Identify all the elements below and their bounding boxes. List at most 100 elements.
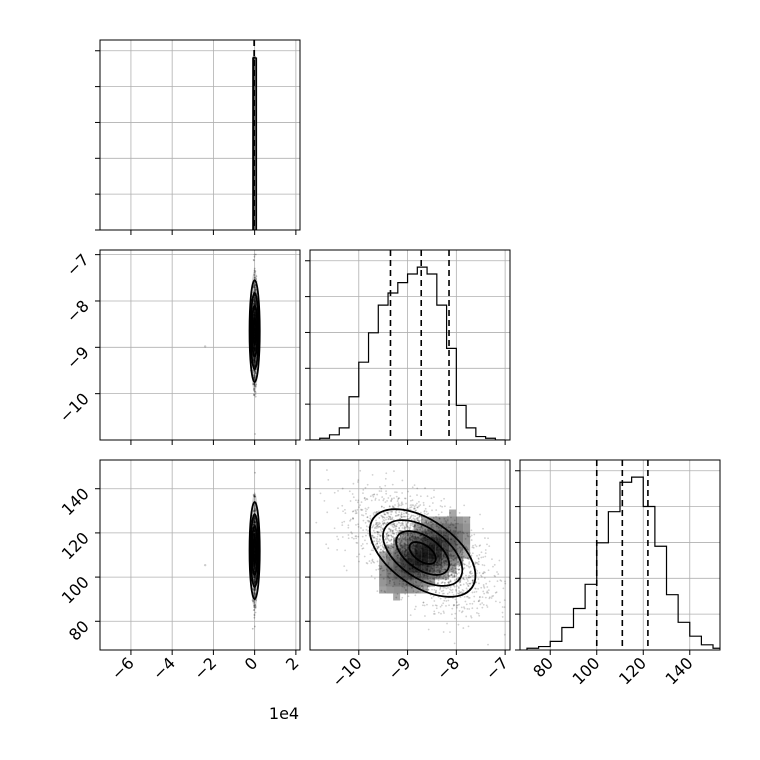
sample-point (470, 529, 473, 532)
sample-point (422, 501, 425, 504)
density-cell (435, 565, 443, 573)
sample-point (413, 507, 416, 510)
sample-point (382, 516, 385, 519)
density-cell (463, 537, 471, 545)
sample-point (391, 532, 394, 535)
sample-point (253, 300, 255, 303)
sample-point (253, 300, 256, 302)
sample-point (396, 541, 399, 544)
sample-point (253, 374, 255, 377)
sample-point (464, 556, 467, 559)
sample-point (385, 583, 388, 586)
sample-point (442, 602, 445, 605)
sample-point (341, 504, 344, 507)
sample-point (444, 578, 447, 581)
sample-point (370, 549, 373, 552)
sample-point (484, 537, 486, 539)
density-cell (414, 586, 422, 594)
sample-point (435, 604, 438, 607)
sample-point (448, 580, 451, 583)
sample-point (518, 586, 520, 588)
sample-point (433, 496, 435, 499)
sample-point (253, 348, 256, 351)
density-cell (421, 586, 429, 594)
sample-point (389, 549, 391, 552)
sample-point (392, 546, 395, 549)
sample-point (409, 534, 412, 537)
sample-point (416, 529, 419, 531)
sample-point (398, 527, 400, 530)
sample-point (254, 302, 257, 305)
sample-point (404, 588, 407, 591)
sample-point (350, 531, 353, 534)
sample-point (407, 490, 410, 493)
sample-point (253, 350, 256, 352)
sample-point (460, 606, 463, 609)
sample-point (454, 572, 457, 575)
sample-point (254, 301, 257, 304)
contour-line (395, 530, 450, 576)
sample-point (253, 299, 256, 302)
sample-point (469, 582, 472, 585)
sample-point (442, 631, 445, 633)
sample-point (253, 349, 256, 352)
sample-point (387, 497, 390, 499)
sample-point (480, 551, 483, 554)
sample-point (470, 534, 473, 537)
sample-point (394, 549, 397, 552)
sample-point (253, 374, 256, 377)
sample-point (254, 289, 257, 292)
sample-point (412, 517, 415, 520)
sample-point (452, 558, 454, 561)
sample-point (456, 604, 458, 607)
sample-point (341, 487, 344, 490)
sample-point (469, 582, 472, 585)
sample-point (380, 567, 383, 570)
sample-point (376, 538, 379, 540)
sample-point (414, 509, 417, 512)
sample-point (413, 508, 415, 510)
sample-point (254, 270, 257, 273)
density-cell (456, 551, 464, 559)
sample-point (397, 497, 400, 500)
sample-point (452, 564, 454, 567)
sample-point (251, 599, 254, 601)
sample-point (437, 513, 440, 516)
sample-point (325, 543, 328, 546)
sample-point (438, 575, 441, 578)
density-cell (400, 551, 408, 559)
sample-point (456, 556, 458, 558)
sample-point (253, 567, 256, 570)
sample-point (253, 348, 256, 351)
sample-point (453, 565, 456, 568)
density-cell (428, 544, 436, 552)
sample-point (442, 577, 445, 580)
sample-point (390, 498, 393, 501)
density-cell (407, 537, 415, 545)
sample-point (410, 532, 413, 535)
sample-point (405, 522, 408, 525)
sample-point (422, 601, 425, 604)
sample-point (381, 516, 384, 519)
sample-point (409, 517, 411, 520)
sample-point (253, 581, 256, 584)
sample-point (422, 586, 425, 588)
sample-point (454, 612, 457, 615)
sample-point (425, 510, 428, 513)
sample-point (483, 586, 486, 589)
sample-point (395, 549, 398, 552)
sample-point (388, 547, 391, 550)
sample-point (461, 610, 464, 613)
sample-point (405, 526, 408, 529)
sample-point (254, 385, 257, 388)
sample-point (465, 577, 468, 580)
sample-point (425, 521, 428, 523)
sample-point (253, 582, 256, 584)
sample-point (407, 534, 409, 537)
sample-point (486, 543, 488, 546)
sample-point (403, 527, 406, 530)
sample-point (501, 616, 504, 618)
sample-point (467, 548, 469, 551)
sample-point (253, 348, 256, 351)
sample-point (453, 642, 456, 645)
